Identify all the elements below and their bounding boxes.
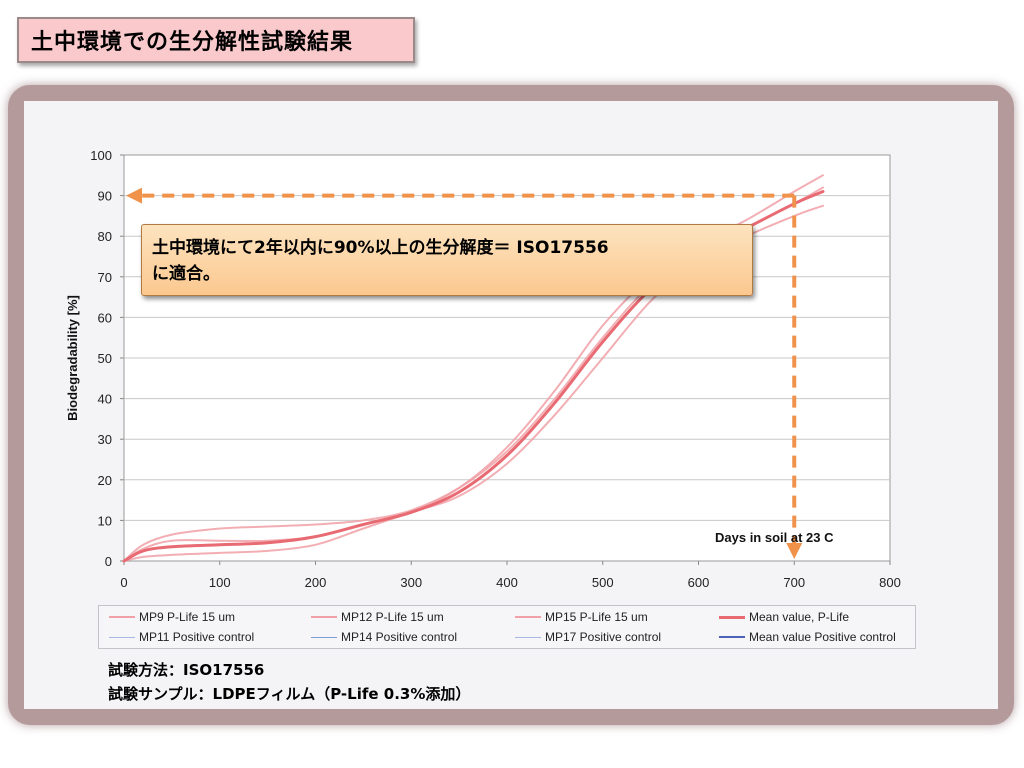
x-tick-label: 800 <box>879 575 901 590</box>
x-tick-label: 500 <box>592 575 614 590</box>
legend-label: MP11 Positive control <box>139 630 255 644</box>
chart-legend: MP9 P-Life 15 um MP12 P-Life 15 um MP15 … <box>98 605 916 649</box>
callout-line-1: 土中環境にて2年以内に90%以上の生分解度＝ ISO17556 <box>152 238 609 258</box>
slide-title: 土中環境での生分解性試験結果 <box>31 30 354 55</box>
y-tick-label: 90 <box>98 189 112 204</box>
legend-entry-mp15: MP15 P-Life 15 um <box>515 610 648 624</box>
legend-entry-mean-plife: Mean value, P-Life <box>719 610 849 624</box>
x-tick-label: 300 <box>400 575 422 590</box>
y-tick-label: 60 <box>98 310 112 325</box>
y-tick-label: 50 <box>98 351 112 366</box>
x-tick-label: 700 <box>783 575 805 590</box>
legend-label: MP12 P-Life 15 um <box>341 610 444 624</box>
y-axis-label: Biodegradability [%] <box>65 295 80 421</box>
x-tick-label: 600 <box>688 575 710 590</box>
y-tick-label: 10 <box>98 513 112 528</box>
slide-title-box: 土中環境での生分解性試験結果 <box>17 17 415 63</box>
legend-label: MP9 P-Life 15 um <box>139 610 236 624</box>
legend-entry-mp11: MP11 Positive control <box>109 630 254 644</box>
legend-swatch <box>109 616 135 618</box>
x-tick-labels: 0 100 200 300 400 500 600 700 800 <box>120 575 900 590</box>
x-tick-label: 400 <box>496 575 518 590</box>
test-method: 試験方法：ISO17556 <box>108 661 265 679</box>
arrowhead-left <box>126 187 142 204</box>
legend-swatch <box>109 636 135 638</box>
legend-swatch <box>719 615 745 619</box>
x-tick-label: 0 <box>120 575 127 590</box>
test-sample: 試験サンプル：LDPEフィルム（P-Life 0.3%添加） <box>108 685 471 703</box>
legend-entry-mean-positive: Mean value Positive control <box>719 630 896 644</box>
legend-entry-mp9: MP9 P-Life 15 um <box>109 610 235 624</box>
y-tick-label: 0 <box>105 554 112 569</box>
legend-entry-mp17: MP17 Positive control <box>515 630 661 644</box>
legend-swatch <box>515 616 541 618</box>
test-notes: 試験方法：ISO17556 試験サンプル：LDPEフィルム（P-Life 0.3… <box>108 658 470 706</box>
legend-swatch <box>311 636 337 638</box>
y-tick-labels: 0 10 20 30 40 50 60 70 80 90 100 <box>90 148 112 569</box>
x-tick-label: 100 <box>209 575 231 590</box>
guide-arrows <box>126 187 803 559</box>
legend-swatch <box>719 636 745 638</box>
result-callout: 土中環境にて2年以内に90%以上の生分解度＝ ISO17556 に適合。 <box>141 224 753 296</box>
y-tick-label: 30 <box>98 432 112 447</box>
legend-label: Mean value, P-Life <box>749 610 850 624</box>
x-axis-label: Days in soil at 23 C <box>715 530 834 545</box>
legend-entry-mp14: MP14 Positive control <box>311 630 457 644</box>
callout-line-2: に適合。 <box>152 264 220 284</box>
legend-label: Mean value Positive control <box>749 630 896 644</box>
y-tick-label: 20 <box>98 473 112 488</box>
legend-swatch <box>311 616 337 618</box>
arrowhead-down <box>786 543 803 559</box>
legend-label: MP17 Positive control <box>545 630 662 644</box>
y-tick-label: 40 <box>98 392 112 407</box>
y-tick-label: 80 <box>98 229 112 244</box>
legend-label: MP14 Positive control <box>341 630 458 644</box>
x-tick-label: 200 <box>305 575 327 590</box>
legend-entry-mp12: MP12 P-Life 15 um <box>311 610 444 624</box>
legend-label: MP15 P-Life 15 um <box>545 610 648 624</box>
y-tick-label: 70 <box>98 270 112 285</box>
legend-swatch <box>515 636 541 638</box>
y-tick-label: 100 <box>90 148 112 163</box>
